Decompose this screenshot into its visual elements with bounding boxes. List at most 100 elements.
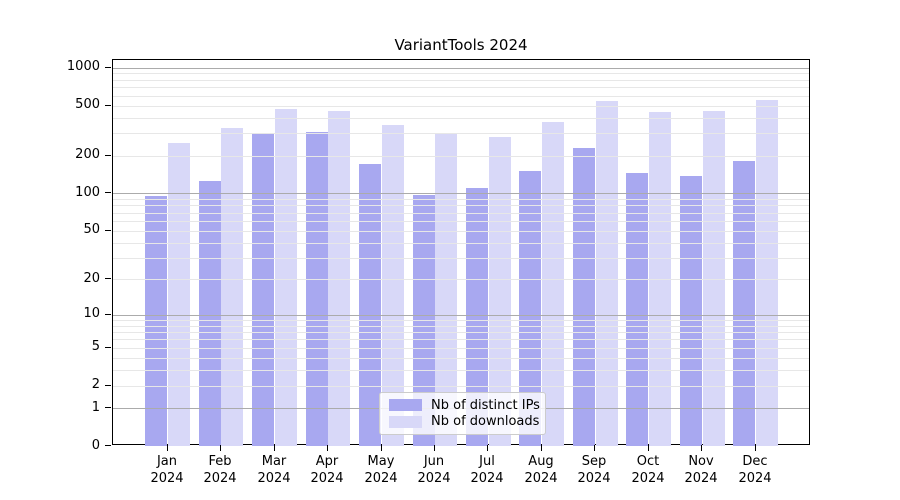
y-tick-2: [105, 385, 111, 386]
gridline-minor-5: [113, 348, 809, 349]
bar-downloads-nov: [702, 110, 725, 446]
legend-swatch-distinct-ips: [389, 399, 422, 412]
bar-distinct-ips-apr: [305, 131, 328, 446]
bar-downloads-aug: [542, 122, 565, 446]
gridline-minor-200: [113, 156, 809, 157]
y-tick-0: [105, 445, 111, 446]
chart-title: VariantTools 2024: [394, 36, 528, 54]
bar-distinct-ips-mar: [252, 133, 275, 446]
gridline-minor-60: [113, 221, 809, 222]
y-tick-label-5: 5: [91, 339, 100, 354]
x-tick-label-dec: Dec 2024: [738, 454, 772, 486]
gridline-major-10: [113, 315, 809, 316]
x-tick-label-nov: Nov 2024: [684, 454, 718, 486]
gridline-minor-7: [113, 332, 809, 333]
x-tick-label-jul: Jul 2024: [470, 454, 504, 486]
y-tick-label-50: 50: [83, 222, 100, 237]
y-tick-label-200: 200: [75, 147, 100, 162]
bar-downloads-feb: [221, 128, 244, 446]
gridline-minor-400: [113, 118, 809, 119]
x-tick-label-oct: Oct 2024: [631, 454, 665, 486]
y-tick-label-1000: 1000: [66, 59, 100, 74]
gridline-major-100: [113, 193, 809, 194]
bar-downloads-jun: [435, 134, 458, 446]
x-tick-label-jan: Jan 2024: [150, 454, 184, 486]
bar-downloads-jan: [168, 143, 190, 446]
legend-swatch-downloads: [389, 415, 422, 428]
y-tick-200: [105, 155, 111, 156]
gridline-minor-4: [113, 358, 809, 359]
gridline-minor-50: [113, 231, 809, 232]
gridline-minor-2: [113, 386, 809, 387]
bar-downloads-mar: [274, 108, 297, 446]
bar-distinct-ips-jul: [465, 188, 488, 446]
x-tick-label-aug: Aug 2024: [524, 454, 558, 486]
bar-downloads-oct: [649, 111, 672, 446]
bar-distinct-ips-oct: [626, 173, 649, 446]
gridline-minor-3: [113, 370, 809, 371]
legend-item-distinct-ips: Nb of distinct IPs: [389, 397, 540, 414]
x-tick-mar: [274, 445, 275, 451]
gridline-minor-9: [113, 320, 809, 321]
legend: Nb of distinct IPs Nb of downloads: [379, 392, 546, 435]
bar-downloads-dec: [756, 100, 779, 446]
gridline-minor-600: [113, 96, 809, 97]
plot-area: [112, 59, 810, 446]
y-tick-label-2: 2: [91, 377, 100, 392]
y-tick-label-100: 100: [75, 185, 100, 200]
x-tick-label-feb: Feb 2024: [203, 454, 237, 486]
x-tick-label-apr: Apr 2024: [310, 454, 344, 486]
gridline-minor-90: [113, 199, 809, 200]
x-tick-dec: [755, 445, 756, 451]
bar-distinct-ips-aug: [519, 171, 542, 446]
x-tick-feb: [220, 445, 221, 451]
gridline-minor-300: [113, 133, 809, 134]
bar-downloads-apr: [328, 111, 351, 446]
bar-distinct-ips-may: [359, 164, 382, 446]
gridline-minor-900: [113, 73, 809, 74]
bar-downloads-jul: [488, 137, 511, 446]
y-tick-10: [105, 314, 111, 315]
gridline-minor-6: [113, 339, 809, 340]
legend-item-downloads: Nb of downloads: [389, 414, 540, 431]
x-tick-jun: [434, 445, 435, 451]
x-tick-aug: [541, 445, 542, 451]
x-tick-label-may: May 2024: [364, 454, 398, 486]
y-tick-5: [105, 347, 111, 348]
gridline-minor-30: [113, 258, 809, 259]
x-tick-nov: [701, 445, 702, 451]
y-tick-label-0: 0: [91, 438, 100, 453]
y-tick-1000: [105, 67, 111, 68]
x-tick-oct: [648, 445, 649, 451]
gridline-minor-20: [113, 279, 809, 280]
gridline-major-1000: [113, 68, 809, 69]
bar-distinct-ips-nov: [679, 175, 702, 446]
x-tick-jan: [167, 445, 168, 451]
gridline-minor-80: [113, 205, 809, 206]
gridline-minor-500: [113, 106, 809, 107]
y-tick-20: [105, 278, 111, 279]
gridline-minor-800: [113, 80, 809, 81]
legend-label-downloads: Nb of downloads: [431, 414, 540, 430]
gridline-minor-40: [113, 243, 809, 244]
x-tick-may: [381, 445, 382, 451]
y-tick-label-1: 1: [91, 400, 100, 415]
legend-label-distinct-ips: Nb of distinct IPs: [431, 397, 540, 413]
gridline-minor-700: [113, 87, 809, 88]
bar-distinct-ips-dec: [733, 161, 756, 446]
y-tick-label-10: 10: [83, 306, 100, 321]
x-tick-sep: [594, 445, 595, 451]
y-tick-label-20: 20: [83, 271, 100, 286]
x-tick-apr: [327, 445, 328, 451]
y-tick-label-500: 500: [75, 97, 100, 112]
bar-distinct-ips-feb: [198, 181, 221, 446]
gridline-minor-8: [113, 326, 809, 327]
x-tick-label-sep: Sep 2024: [577, 454, 611, 486]
gridline-minor-70: [113, 213, 809, 214]
x-tick-jul: [487, 445, 488, 451]
y-tick-500: [105, 105, 111, 106]
y-tick-50: [105, 230, 111, 231]
y-tick-100: [105, 192, 111, 193]
y-tick-1: [105, 407, 111, 408]
